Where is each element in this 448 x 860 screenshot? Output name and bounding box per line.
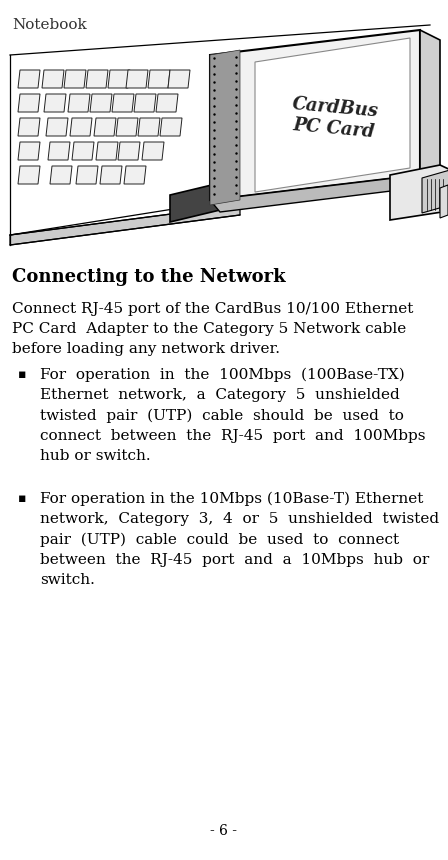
Polygon shape: [86, 70, 108, 88]
Polygon shape: [64, 70, 86, 88]
Polygon shape: [422, 170, 448, 213]
Polygon shape: [156, 94, 178, 112]
Polygon shape: [68, 94, 90, 112]
Polygon shape: [108, 70, 130, 88]
Text: Connecting to the Network: Connecting to the Network: [12, 268, 286, 286]
Polygon shape: [100, 166, 122, 184]
Polygon shape: [170, 183, 220, 222]
Polygon shape: [142, 142, 164, 160]
Text: - 6 -: - 6 -: [211, 824, 237, 838]
Text: ▪: ▪: [18, 368, 26, 381]
Polygon shape: [70, 118, 92, 136]
Polygon shape: [440, 185, 448, 218]
Text: CardBus
PC Card: CardBus PC Card: [290, 95, 380, 141]
Polygon shape: [210, 50, 240, 205]
Polygon shape: [148, 70, 170, 88]
Polygon shape: [46, 118, 68, 136]
Polygon shape: [390, 165, 448, 220]
Polygon shape: [18, 118, 40, 136]
Polygon shape: [72, 142, 94, 160]
Polygon shape: [210, 30, 420, 200]
Polygon shape: [138, 118, 160, 136]
Polygon shape: [134, 94, 156, 112]
Polygon shape: [18, 166, 40, 184]
Polygon shape: [160, 118, 182, 136]
Polygon shape: [126, 70, 148, 88]
Polygon shape: [112, 94, 134, 112]
Polygon shape: [18, 94, 40, 112]
Polygon shape: [90, 94, 112, 112]
Polygon shape: [48, 142, 70, 160]
Polygon shape: [94, 118, 116, 136]
Polygon shape: [255, 38, 410, 192]
Polygon shape: [210, 175, 440, 212]
Polygon shape: [76, 166, 98, 184]
Text: For  operation  in  the  100Mbps  (100Base-TX)
Ethernet  network,  a  Category  : For operation in the 100Mbps (100Base-TX…: [40, 368, 426, 464]
Polygon shape: [124, 166, 146, 184]
Polygon shape: [96, 142, 118, 160]
Polygon shape: [420, 30, 440, 185]
Polygon shape: [168, 70, 190, 88]
Polygon shape: [44, 94, 66, 112]
Polygon shape: [18, 70, 40, 88]
Polygon shape: [18, 142, 40, 160]
Polygon shape: [42, 70, 64, 88]
Text: For operation in the 10Mbps (10Base-T) Ethernet
network,  Category  3,  4  or  5: For operation in the 10Mbps (10Base-T) E…: [40, 492, 439, 587]
Text: Notebook: Notebook: [12, 18, 87, 32]
Polygon shape: [10, 205, 240, 245]
Polygon shape: [118, 142, 140, 160]
Text: Connect RJ-45 port of the CardBus 10/100 Ethernet
PC Card  Adapter to the Catego: Connect RJ-45 port of the CardBus 10/100…: [12, 302, 414, 356]
Text: ▪: ▪: [18, 492, 26, 505]
Polygon shape: [116, 118, 138, 136]
Polygon shape: [50, 166, 72, 184]
